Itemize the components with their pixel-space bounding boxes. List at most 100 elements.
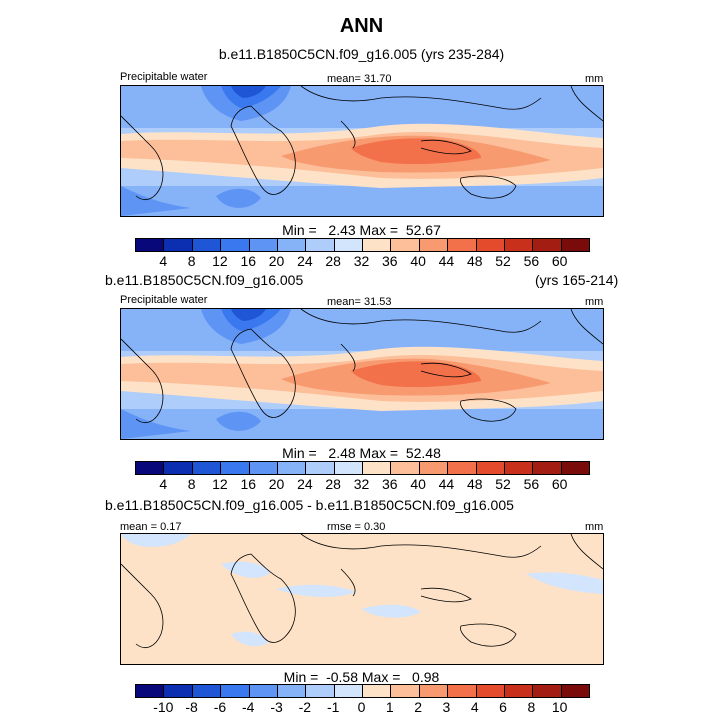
colorbar-2-swatch [533,462,562,474]
panel3-rmse-value: 0.30 [364,521,386,533]
colorbar-2-swatch [476,462,505,474]
colorbar-1-swatch [334,239,363,251]
colorbar-3-swatch [561,685,589,697]
colorbar-2-swatch [192,462,222,474]
panel2-mean-label: mean= [327,296,361,308]
colorbar-2-swatch [419,462,449,474]
colorbar-2-tick-label: 36 [382,476,398,492]
colorbar-1-swatch [277,239,307,251]
colorbar-3-tick-label: -4 [242,699,255,715]
colorbar-3-swatch [164,685,193,697]
colorbar-2-swatch [391,462,420,474]
panel3-rmse: rmse = 0.30 [327,521,385,533]
colorbar-1-swatch [561,239,589,251]
colorbar-1-swatch [136,239,165,251]
panel3-units: mm [585,521,604,533]
colorbar-3-tick-label: -10 [153,699,174,715]
colorbar-1-tick-label: 12 [212,253,228,269]
colorbar-2-tick-label: 32 [353,476,370,492]
colorbar-3-tick-label: 1 [385,699,394,715]
colorbar-1-swatch [221,239,250,251]
colorbar-2-swatch [164,462,193,474]
panel1-mean-value: 31.70 [364,73,392,85]
colorbar-2-tick-label: 16 [240,476,257,492]
colorbar-1-tick-label: 40 [410,253,426,269]
colorbar-2 [135,461,590,475]
colorbar-2-tick-label: 20 [268,476,285,492]
colorbar-2-swatch [136,462,165,474]
colorbar-3-tick-label: -8 [185,699,198,715]
panel2-mean: mean= 31.53 [327,296,392,308]
colorbar-3-swatch [136,685,165,697]
panel1-units: mm [585,73,604,85]
panel3-mean-value: 0.17 [160,521,182,533]
colorbar-3-swatch [533,685,562,697]
colorbar-3-tick-label: -1 [326,699,340,715]
figure-title: ANN [339,15,384,37]
colorbar-1-tick-label: 20 [268,253,285,269]
colorbar-2-swatch [221,462,250,474]
colorbar-1-tick-label: 60 [551,253,568,269]
colorbar-1-swatch [363,239,392,251]
colorbar-1-tick-label: 4 [159,253,168,269]
colorbar-3-tick-label: 6 [499,699,507,715]
colorbar-3 [135,684,590,698]
panel2-mean-value: 31.53 [364,296,392,308]
colorbar-1-tick-label: 16 [240,253,257,269]
colorbar-1-swatch [391,239,420,251]
panel3-minmax: Min = -0.58 Max = 0.98 [283,669,440,685]
colorbar-3-swatch [334,685,363,697]
colorbar-3-swatch [419,685,449,697]
colorbar-2-swatch [363,462,392,474]
colorbar-3-tick-label: 4 [470,699,479,715]
colorbar-2-swatch [334,462,363,474]
colorbar-1-tick-label: 24 [297,253,313,269]
colorbar-3-tick-label: -2 [298,699,312,715]
colorbar-2-tick-label: 40 [410,476,426,492]
panel3-mean-label: mean = [120,521,157,533]
panel1-mean: mean= 31.70 [327,73,392,85]
colorbar-3-tick-label: 0 [357,699,366,715]
colorbar-1-swatch [192,239,222,251]
colorbar-1-tick-label: 52 [495,253,511,269]
colorbar-3-tick-label: 8 [527,699,536,715]
colorbar-2-tick-label: 24 [297,476,313,492]
colorbar-1-swatch [504,239,534,251]
colorbar-2-tick-label: 28 [325,476,341,492]
colorbar-1-tick-label: 32 [353,253,370,269]
panel1-map-svg [121,86,603,216]
colorbar-3-swatch [504,685,534,697]
panel3-mean: mean = 0.17 [120,521,181,533]
colorbar-2-swatch [448,462,477,474]
colorbar-2-swatch [277,462,307,474]
colorbar-3-swatch [277,685,307,697]
colorbar-1-swatch [448,239,477,251]
panel2-minmax: Min = 2.48 Max = 52.48 [282,445,441,461]
panel1-map [120,85,604,217]
colorbar-3-swatch [391,685,420,697]
colorbar-3-tick-label: -6 [213,699,227,715]
colorbar-1-swatch [164,239,193,251]
colorbar-3-swatch [192,685,222,697]
panel2-map-svg [121,309,603,439]
colorbar-3-tick-label: 10 [551,699,568,715]
colorbar-3-swatch [448,685,477,697]
colorbar-3-swatch [306,685,335,697]
panel1-mean-label: mean= [327,73,361,85]
colorbar-3-tick-label: 3 [442,699,451,715]
colorbar-1-tick-label: 28 [325,253,341,269]
colorbar-1-tick-label: 44 [438,253,455,269]
colorbar-1-tick-label: 36 [382,253,398,269]
colorbar-2-tick-label: 12 [212,476,228,492]
colorbar-1-swatch [533,239,562,251]
colorbar-2-swatch [249,462,278,474]
panel2-header-left: b.e11.B1850C5CN.f09_g16.005 [105,272,304,288]
colorbar-1-tick-label: 8 [187,253,196,269]
colorbar-1-tick-label: 48 [466,253,483,269]
panel2-map [120,308,604,440]
panel2-header-right: (yrs 165-214) [535,272,619,288]
panel1-minmax: Min = 2.43 Max = 52.67 [282,222,441,238]
colorbar-1-swatch [249,239,278,251]
colorbar-2-swatch [504,462,534,474]
colorbar-2-tick-label: 44 [438,476,455,492]
